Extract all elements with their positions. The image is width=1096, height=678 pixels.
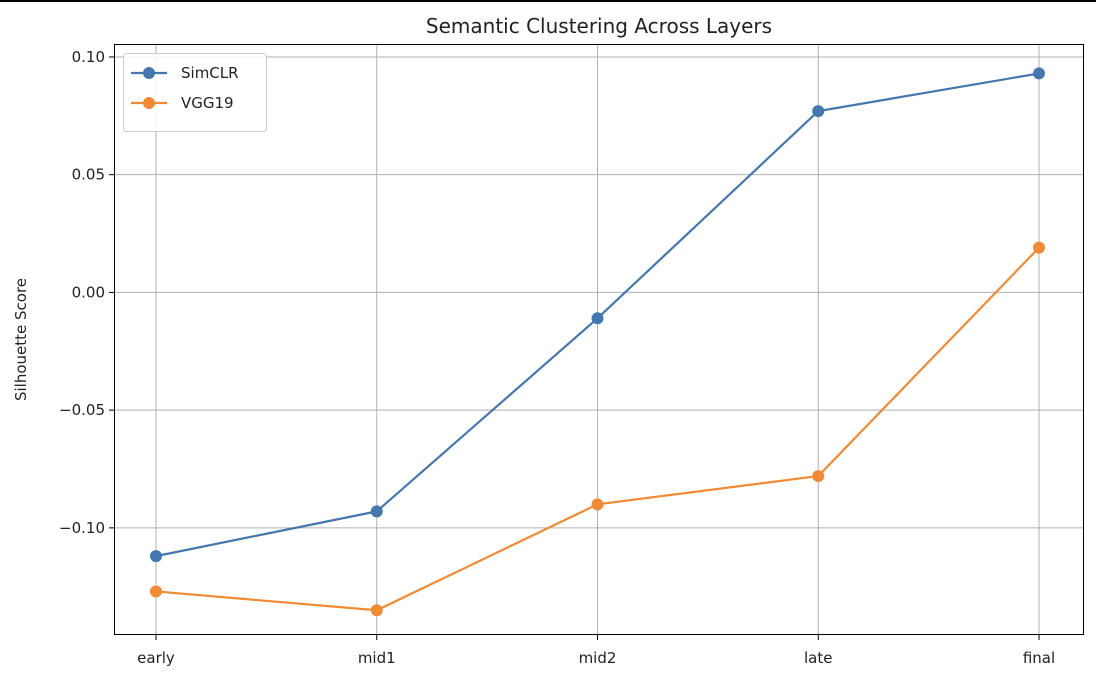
x-tick-label: early (137, 649, 175, 667)
y-tick-label: −0.10 (59, 519, 105, 537)
legend-item-simclr[interactable]: SimCLR (131, 64, 239, 82)
data-point (591, 312, 604, 325)
data-point (150, 585, 162, 598)
plot-area (114, 44, 1084, 635)
legend-swatch-marker (143, 67, 155, 79)
y-axis: 0.10 0.05 0.00 −0.05 −0.10 (59, 48, 114, 537)
data-point (812, 105, 825, 118)
data-point (370, 505, 383, 518)
legend-item-vgg19[interactable]: VGG19 (131, 94, 234, 112)
grid-lines (114, 44, 1084, 635)
legend-swatch-marker (143, 97, 155, 109)
legend[interactable]: SimCLR VGG19 (123, 53, 267, 132)
x-tick-label: mid2 (579, 649, 617, 667)
series-layer (150, 67, 1045, 617)
legend-label: VGG19 (181, 94, 234, 112)
series-vgg19 (150, 241, 1045, 617)
y-tick-label: 0.05 (72, 166, 105, 184)
data-point (1033, 67, 1045, 80)
data-point (812, 470, 825, 483)
x-axis: early mid1 mid2 late final (137, 635, 1055, 667)
y-tick-label: 0.00 (72, 283, 105, 301)
x-tick-label: final (1023, 649, 1055, 667)
series-simclr (150, 67, 1045, 563)
top-border-line (0, 0, 1096, 2)
data-point (591, 498, 604, 511)
y-tick-label: 0.10 (72, 48, 105, 66)
y-axis-label: Silhouette Score (12, 278, 30, 401)
y-tick-label: −0.05 (59, 401, 105, 419)
data-point (1033, 241, 1045, 254)
data-point (370, 604, 383, 617)
plot-frame (114, 44, 1084, 635)
legend-label: SimCLR (181, 64, 239, 82)
data-point (150, 550, 162, 563)
x-tick-label: mid1 (358, 649, 396, 667)
x-tick-label: late (804, 649, 832, 667)
chart-title: Semantic Clustering Across Layers (426, 14, 772, 38)
